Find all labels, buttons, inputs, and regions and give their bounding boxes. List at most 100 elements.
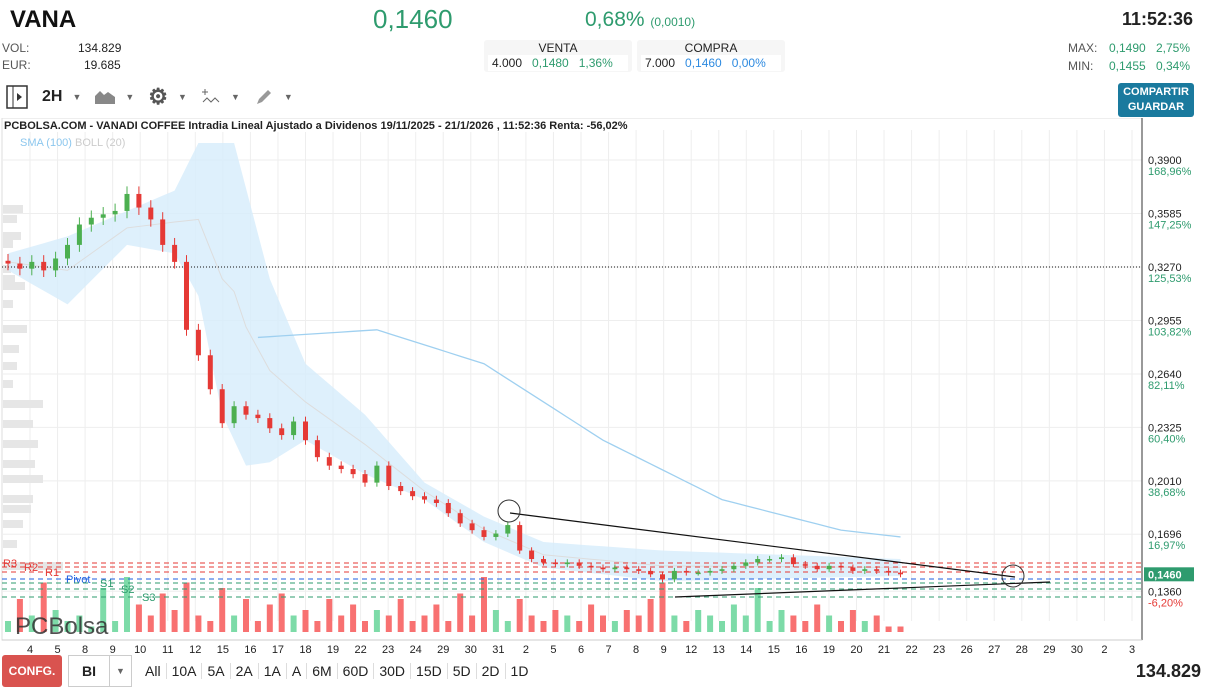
candle: [219, 389, 225, 424]
candle: [529, 550, 535, 560]
mode-value: BI: [82, 663, 96, 679]
volume-bar: [611, 621, 618, 632]
volume-bar: [52, 610, 59, 632]
timeframe-1d[interactable]: 1D: [504, 663, 534, 679]
candle: [874, 569, 880, 571]
timeframe-5a[interactable]: 5A: [201, 663, 229, 679]
volume-bar: [635, 615, 642, 632]
vol-value: 134.829: [78, 41, 122, 55]
toggle-panel-button[interactable]: [6, 85, 28, 109]
y-tick-label: 0,2955: [1148, 315, 1182, 327]
chart-type-dropdown[interactable]: ▼: [95, 90, 134, 104]
candle: [707, 570, 713, 573]
candle: [195, 329, 201, 356]
volume-bar: [528, 615, 535, 632]
y-tick-label: 0,2325: [1148, 422, 1182, 434]
y-tick-pct: -6,20%: [1148, 597, 1183, 609]
x-tick-label: 9: [661, 644, 667, 655]
timeframe-10a[interactable]: 10A: [165, 663, 202, 679]
sell-pct: 1,36%: [578, 56, 613, 70]
volume-bar: [207, 621, 214, 632]
area-chart-icon: [95, 91, 116, 104]
timeframe-2d[interactable]: 2D: [475, 663, 505, 679]
volume-bar: [171, 610, 178, 632]
timeframe-a[interactable]: A: [285, 663, 306, 679]
candle: [433, 499, 439, 503]
x-tick-label: 28: [1016, 644, 1028, 655]
volume-bar: [28, 615, 35, 632]
volume-bar: [76, 615, 83, 632]
x-tick-label: 19: [327, 644, 339, 655]
indicators-dropdown[interactable]: ▼: [201, 88, 240, 106]
timeframe-6m[interactable]: 6M: [306, 663, 336, 679]
share-save-button[interactable]: COMPARTIR GUARDAR: [1118, 83, 1194, 117]
timeframe-5d[interactable]: 5D: [446, 663, 476, 679]
chart-toolbar: 2H ▼ ▼ ⚙ ▼ ▼ ▼: [6, 84, 293, 110]
interval-dropdown[interactable]: 2H ▼: [42, 88, 81, 106]
timeframe-buttons: All 10A 5A 2A 1A A 6M 60D 30D 15D 5D 2D 1D: [140, 663, 533, 679]
save-label: GUARDAR: [1127, 101, 1185, 113]
chevron-down-icon: ▼: [109, 656, 131, 686]
volume-bar: [302, 610, 309, 632]
candle: [790, 557, 796, 565]
volume-bar: [719, 621, 725, 632]
timeframe-60d[interactable]: 60D: [336, 663, 374, 679]
last-price: 0,1460: [373, 4, 453, 34]
volume-bar: [492, 610, 499, 632]
min-label: MIN:: [1068, 59, 1094, 73]
y-tick-label: 0,1696: [1148, 529, 1182, 541]
timeframe-2a[interactable]: 2A: [229, 663, 258, 679]
x-tick-label: 19: [823, 644, 835, 655]
candle: [719, 569, 725, 571]
timeframe-30d[interactable]: 30D: [373, 663, 410, 679]
volume-bar: [802, 621, 809, 632]
volume-profile-bar: [3, 475, 43, 483]
pivot-label: S1: [100, 578, 113, 590]
change-pct: 0,68%: [585, 8, 645, 31]
candle: [410, 491, 416, 497]
candle: [362, 474, 368, 483]
candle: [814, 565, 820, 570]
drawing-dropdown[interactable]: ▼: [254, 88, 293, 106]
volume-profile-bar: [3, 540, 17, 548]
x-tick-label: 17: [272, 644, 284, 655]
vol-label: VOL:: [2, 41, 30, 55]
y-tick-label: 0,1360: [1148, 586, 1182, 598]
candle: [838, 565, 844, 568]
candle: [338, 465, 344, 470]
volume-bar: [897, 626, 904, 632]
x-tick-label: 26: [961, 644, 973, 655]
trendline-upper: [509, 512, 1016, 578]
y-tick-pct: 16,97%: [1148, 540, 1186, 552]
chart-title: PCBOLSA.COM - VANADI COFFEE Intradia Lin…: [4, 120, 628, 132]
x-tick-label: 22: [905, 644, 917, 655]
x-tick-label: 14: [740, 644, 752, 655]
y-tick-label: 0,3900: [1148, 155, 1182, 167]
volume-bar: [231, 615, 238, 632]
volume-bar: [159, 593, 166, 632]
mode-select[interactable]: BI ▼: [68, 655, 132, 687]
volume-bar: [826, 615, 833, 632]
config-button[interactable]: CONFG.: [2, 655, 62, 687]
pcbolsa-logo: PCBolsa: [15, 613, 109, 640]
x-tick-label: 2: [523, 644, 529, 655]
timeframe-all[interactable]: All: [145, 663, 161, 679]
candle: [29, 261, 35, 269]
volume-profile-bar: [3, 232, 21, 240]
share-label: COMPARTIR: [1123, 86, 1189, 98]
volume-bar: [254, 621, 261, 632]
settings-dropdown[interactable]: ⚙ ▼: [148, 84, 187, 110]
volume-bar: [421, 615, 428, 632]
timeframe-1a[interactable]: 1A: [257, 663, 286, 679]
timeframe-15d[interactable]: 15D: [410, 663, 447, 679]
volume-bar: [778, 610, 785, 632]
volume-bar: [623, 610, 630, 632]
last-price-tag-label: 0,1460: [1148, 569, 1182, 581]
max-label: MAX:: [1068, 41, 1098, 55]
volume-profile-bar: [3, 300, 13, 308]
max-value: 0,1490: [1109, 41, 1146, 55]
sma-100-line: [257, 329, 901, 538]
candle: [17, 263, 23, 269]
volume-bar: [278, 593, 285, 632]
